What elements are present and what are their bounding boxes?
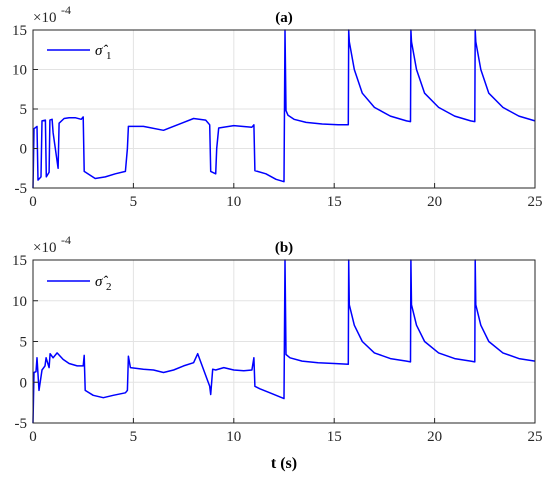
x-tick-label-b-4: 20 bbox=[427, 429, 442, 445]
y-tick-label-b-3: 10 bbox=[12, 294, 27, 310]
series-sigma2-line bbox=[32, 259, 536, 424]
x-tick-label-b-1: 5 bbox=[130, 429, 138, 445]
y-exponent-power-a: -4 bbox=[61, 3, 71, 17]
y-exponent-base-b: ×10 bbox=[33, 240, 56, 256]
y-exponent-a: ×10 -4 bbox=[33, 3, 71, 26]
y-exponent-power-b: -4 bbox=[61, 233, 71, 247]
x-tick-label-b-3: 15 bbox=[327, 429, 342, 445]
x-tick-label-a-5: 25 bbox=[528, 194, 543, 210]
panel-title-b: (b) bbox=[275, 240, 293, 256]
x-tick-label-a-1: 5 bbox=[130, 194, 138, 210]
x-tick-label-a-2: 10 bbox=[226, 194, 241, 210]
y-tick-label-a-0: -5 bbox=[15, 181, 28, 197]
y-tick-label-b-4: 15 bbox=[12, 253, 27, 269]
x-tick-label-a-0: 0 bbox=[29, 194, 37, 210]
legend-b: σ̂ 2 bbox=[37, 266, 119, 296]
series-sigma1-line bbox=[32, 29, 536, 189]
y-tick-label-b-0: -5 bbox=[15, 416, 28, 432]
y-tick-label-a-3: 10 bbox=[12, 63, 27, 79]
x-tick-label-b-5: 25 bbox=[528, 429, 543, 445]
x-axis-label: t (s) bbox=[271, 455, 297, 472]
y-tick-label-a-1: 0 bbox=[20, 142, 28, 158]
y-tick-label-a-4: 15 bbox=[12, 23, 27, 39]
y-exponent-b: ×10 -4 bbox=[33, 233, 71, 256]
x-tick-label-a-4: 20 bbox=[427, 194, 442, 210]
y-exponent-base-a: ×10 bbox=[33, 10, 56, 26]
x-tick-label-b-0: 0 bbox=[29, 429, 37, 445]
x-tick-label-a-3: 15 bbox=[327, 194, 342, 210]
x-tick-label-b-2: 10 bbox=[226, 429, 241, 445]
legend-subscript-a: 1 bbox=[106, 50, 112, 62]
panel-title-a: (a) bbox=[275, 10, 293, 26]
legend-subscript-b: 2 bbox=[106, 281, 112, 293]
y-tick-label-a-2: 5 bbox=[20, 102, 28, 118]
y-tick-label-b-2: 5 bbox=[20, 335, 28, 351]
y-tick-label-b-1: 0 bbox=[20, 375, 28, 391]
legend-a: σ̂ 1 bbox=[37, 35, 119, 65]
